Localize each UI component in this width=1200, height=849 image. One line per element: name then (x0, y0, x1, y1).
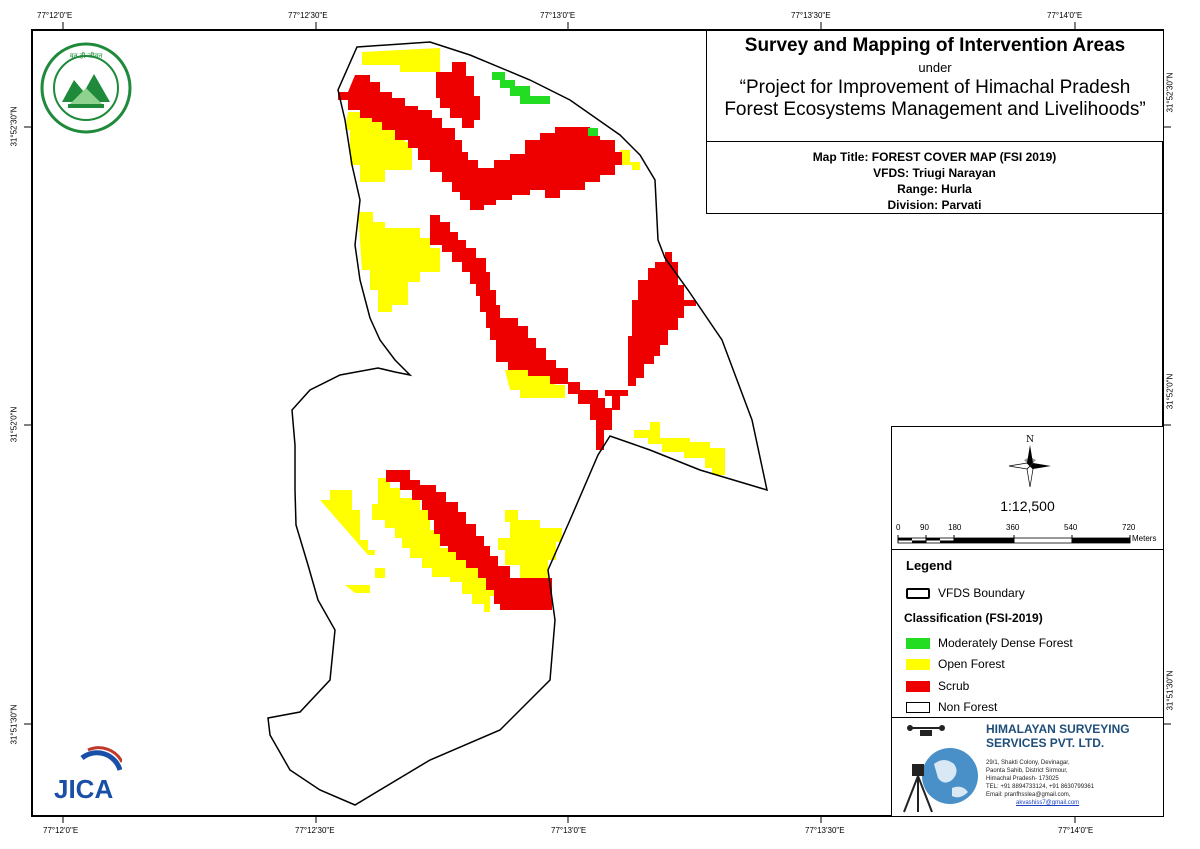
project-title-line-2: Forest Ecosystems Management and Livelih… (724, 99, 1146, 120)
map-frame (31, 29, 1164, 817)
title-under: under (918, 60, 952, 75)
map-title: Map Title: FOREST COVER MAP (FSI 2019) (812, 150, 1057, 164)
project-title-line-1: “Project for Improvement of Himachal Pra… (739, 77, 1131, 98)
address-line-3: Himachal Pradesh- 173025 (986, 776, 1059, 782)
legend-item-scrub: Scrub (906, 679, 969, 693)
coord-top-5: 77°14'0"E (1047, 11, 1083, 20)
legend-title: Legend (906, 558, 953, 573)
vfds-name: VFDS: Triugi Narayan (873, 166, 996, 180)
jica-logo: JICA (54, 746, 122, 804)
coord-bottom-3: 77°13'0"E (551, 826, 587, 835)
legend-item-moderately-dense: Moderately Dense Forest (906, 636, 1073, 650)
map-main-title: Survey and Mapping of Intervention Areas (744, 35, 1126, 56)
legend-item-open-forest: Open Forest (906, 657, 1005, 671)
drone-icon (907, 725, 945, 736)
legend-label-open-forest: Open Forest (938, 657, 1005, 671)
title-box: Survey and Mapping of Intervention Areas… (706, 31, 1163, 142)
north-arrow-and-scalebar: N (897, 435, 1131, 544)
non-forest-swatch (906, 701, 930, 713)
vfds-boundary (267, 41, 768, 806)
scale-label-540: 540 (1064, 523, 1078, 532)
legend-label-scrub: Scrub (938, 679, 970, 693)
coord-bottom-5: 77°14'0"E (1058, 826, 1094, 835)
scale-bar (897, 535, 1131, 544)
address-line-2: Paonta Sahib, District Sirmour, (986, 768, 1068, 774)
scrub-swatch (906, 680, 930, 692)
legend-divider (892, 549, 1163, 550)
legend-item-boundary: VFDS Boundary (906, 586, 1025, 600)
legend-label-boundary: VFDS Boundary (938, 586, 1025, 600)
scale-label-360: 360 (1006, 523, 1020, 532)
open-forest-swatch (906, 658, 930, 670)
range-name: Range: Hurla (897, 182, 972, 196)
legend-item-non-forest: Non Forest (906, 700, 997, 714)
scale-label-720: 720 (1122, 523, 1136, 532)
division-name: Division: Parvati (887, 198, 982, 212)
company-name-line-2: SERVICES PVT. LTD. (986, 736, 1105, 750)
scale-label-0: 0 (896, 523, 901, 532)
boundary-swatch (906, 587, 930, 599)
coord-top-4: 77°13'30"E (791, 11, 831, 20)
coord-bottom-1: 77°12'0"E (43, 826, 79, 835)
graticule-ticks (24, 22, 1171, 823)
company-email-2[interactable]: akvashiss7@gmail.com (1016, 800, 1080, 806)
company-name: HIMALAYAN SURVEYING SERVICES PVT. LTD. (986, 722, 1130, 750)
project-title: “Project for Improvement of Himachal Pra… (707, 77, 1163, 121)
coord-bottom-2: 77°12'30"E (295, 826, 335, 835)
jica-wordmark: JICA (54, 774, 113, 804)
scale-label-90: 90 (920, 523, 929, 532)
moderately-dense-patches (492, 72, 598, 136)
legend-label-moderately-dense: Moderately Dense Forest (938, 636, 1073, 650)
scale-ratio: 1:12,500 (1000, 498, 1055, 514)
address-line-1: 29/1, Shakti Colony, Devinagar, (986, 760, 1070, 766)
legend-panel: N 1:12,500 0 90 180 360 540 720 Met (891, 426, 1163, 816)
hp-forest-emblem: वन ही जीवन (40, 42, 132, 134)
classification-title: Classification (FSI-2019) (904, 611, 1043, 625)
legend-label-non-forest: Non Forest (938, 700, 998, 714)
coord-top-3: 77°13'0"E (540, 11, 576, 20)
company-email-1: Email: pranfhsslea@gmail.com, (986, 792, 1071, 798)
map-info-box: Map Title: FOREST COVER MAP (FSI 2019) V… (706, 142, 1162, 214)
coord-top-2: 77°12'30"E (288, 11, 328, 20)
north-arrow-icon (1008, 445, 1051, 488)
coord-bottom-4: 77°13'30"E (805, 826, 845, 835)
company-block: HIMALAYAN SURVEYING SERVICES PVT. LTD. 2… (892, 717, 1163, 817)
company-telephone: TEL: +91 8894733124, +91 8630799361 (986, 784, 1095, 790)
company-name-line-1: HIMALAYAN SURVEYING (986, 722, 1130, 736)
moderately-dense-swatch (906, 637, 930, 649)
tripod-survey-icon (903, 764, 933, 813)
company-logo (903, 725, 978, 813)
scale-unit: Meters (1132, 534, 1157, 543)
inner-boundary-line (609, 435, 651, 451)
scale-label-180: 180 (948, 523, 962, 532)
north-label: N (1026, 435, 1034, 445)
emblem-text: वन ही जीवन (70, 51, 103, 60)
scrub-patches (338, 62, 696, 610)
coord-top-1: 77°12'0"E (37, 11, 73, 20)
company-address: 29/1, Shakti Colony, Devinagar, Paonta S… (986, 759, 1094, 807)
